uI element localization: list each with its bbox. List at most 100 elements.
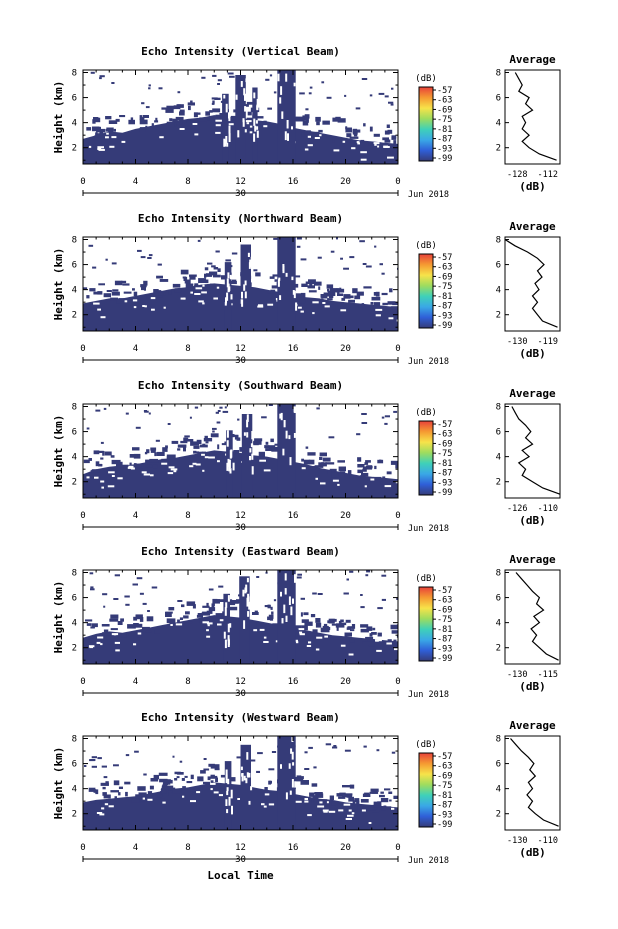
average-y-tick-label: 6 [496,94,501,104]
echo-speckle [92,266,97,269]
x-tick-label: 12 [235,177,246,187]
panel-1: Echo Intensity (Vertical Beam) 0 4 8 12 16 20 0… [52,45,561,200]
echo-speckle [157,794,163,798]
y-tick-label: 2 [72,311,77,321]
echo-speckle [377,459,384,464]
echo-gap [246,772,249,778]
echo-gap [213,297,218,300]
average-x-label: (dB) [519,180,546,193]
colorbar-unit: (dB) [415,740,437,750]
echo-speckle [88,458,92,461]
echo-speckle [172,789,182,794]
echo-speckle [387,301,396,305]
echo-gap [253,629,258,632]
echo-speckle [271,611,274,615]
echo-gap [267,303,274,306]
echo-gap [142,305,145,307]
x-tick-label: 0 [80,677,85,687]
colorbar-tick-label: -93 [437,810,452,820]
echo-speckle [172,283,181,288]
echo-speckle [105,116,112,120]
echo-speckle [148,412,151,415]
colorbar-tick-label: -93 [437,311,452,321]
echo-speckle [113,780,120,786]
echo-speckle [172,755,175,758]
echo-speckle [372,627,376,631]
echo-speckle [341,297,346,301]
echo-speckle [161,785,170,790]
echo-speckle [91,801,96,804]
echo-speckle [208,607,216,612]
echo-speckle [145,106,150,109]
echo-speckle [154,120,159,123]
echo-gap [247,252,250,257]
echo-gap [257,305,264,308]
echo-speckle [390,103,394,106]
echo-speckle [314,465,324,468]
echo-speckle [92,637,99,640]
echo-speckle [255,272,261,277]
echo-speckle [342,785,351,788]
echo-speckle [146,449,150,454]
echo-speckle [90,71,95,74]
echo-speckle [393,140,397,144]
echo-speckle [95,132,98,135]
echo-gap [225,297,227,304]
echo-speckle [141,102,145,105]
echo-speckle [209,118,219,122]
x-tick-label: 0 [395,843,400,853]
echo-speckle [142,626,150,630]
average-y-tick-label: 8 [496,735,501,745]
echo-speckle [387,129,393,134]
echo-gap [356,141,360,144]
echo-gap [189,465,194,468]
echo-gap [289,457,292,466]
echo-gap [206,635,211,638]
echo-speckle [398,633,404,635]
echo-speckle [102,786,106,790]
y-tick-label: 4 [72,453,77,463]
echo-speckle [136,464,142,468]
echo-speckle [329,795,334,800]
echo-speckle [340,619,344,623]
echo-speckle [91,765,97,768]
echo-gap [226,440,229,447]
echo-gap [279,97,282,104]
echo-speckle [229,75,235,78]
average-x-tick-label: -130 [507,836,527,846]
echo-gap [293,433,296,438]
average-y-tick-label: 6 [496,594,501,604]
echo-speckle [261,416,267,419]
echo-gap [316,636,323,639]
average-profile-line [514,72,557,161]
colorbar-tick-label: -81 [437,625,452,635]
echo-speckle [382,302,388,306]
average-x-label: (dB) [519,680,546,693]
echo-gap [101,486,104,489]
echo-speckle [368,142,373,146]
echo-gap [216,286,220,289]
echo-speckle [153,464,158,469]
echo-gap [249,456,251,461]
echo-speckle [165,108,174,113]
echo-speckle [256,116,264,119]
echo-speckle [384,95,389,98]
echo-speckle [327,298,333,301]
echo-gap [230,294,233,300]
echo-speckle [304,768,310,770]
echo-speckle [374,641,381,645]
average-x-tick-label: -110 [538,504,558,514]
echo-speckle [268,768,275,771]
echo-gap [226,430,229,438]
echo-speckle [363,123,366,127]
echo-gap [190,291,193,294]
echo-speckle [133,463,137,468]
time-axis-label: Local Time [207,869,274,882]
echo-speckle [189,274,197,277]
echo-gap [315,477,318,480]
colorbar-tick-label: -57 [437,586,452,596]
echo-speckle [380,481,383,485]
echo-speckle [339,471,346,475]
echo-speckle [391,87,394,90]
echo-speckle [301,132,305,137]
